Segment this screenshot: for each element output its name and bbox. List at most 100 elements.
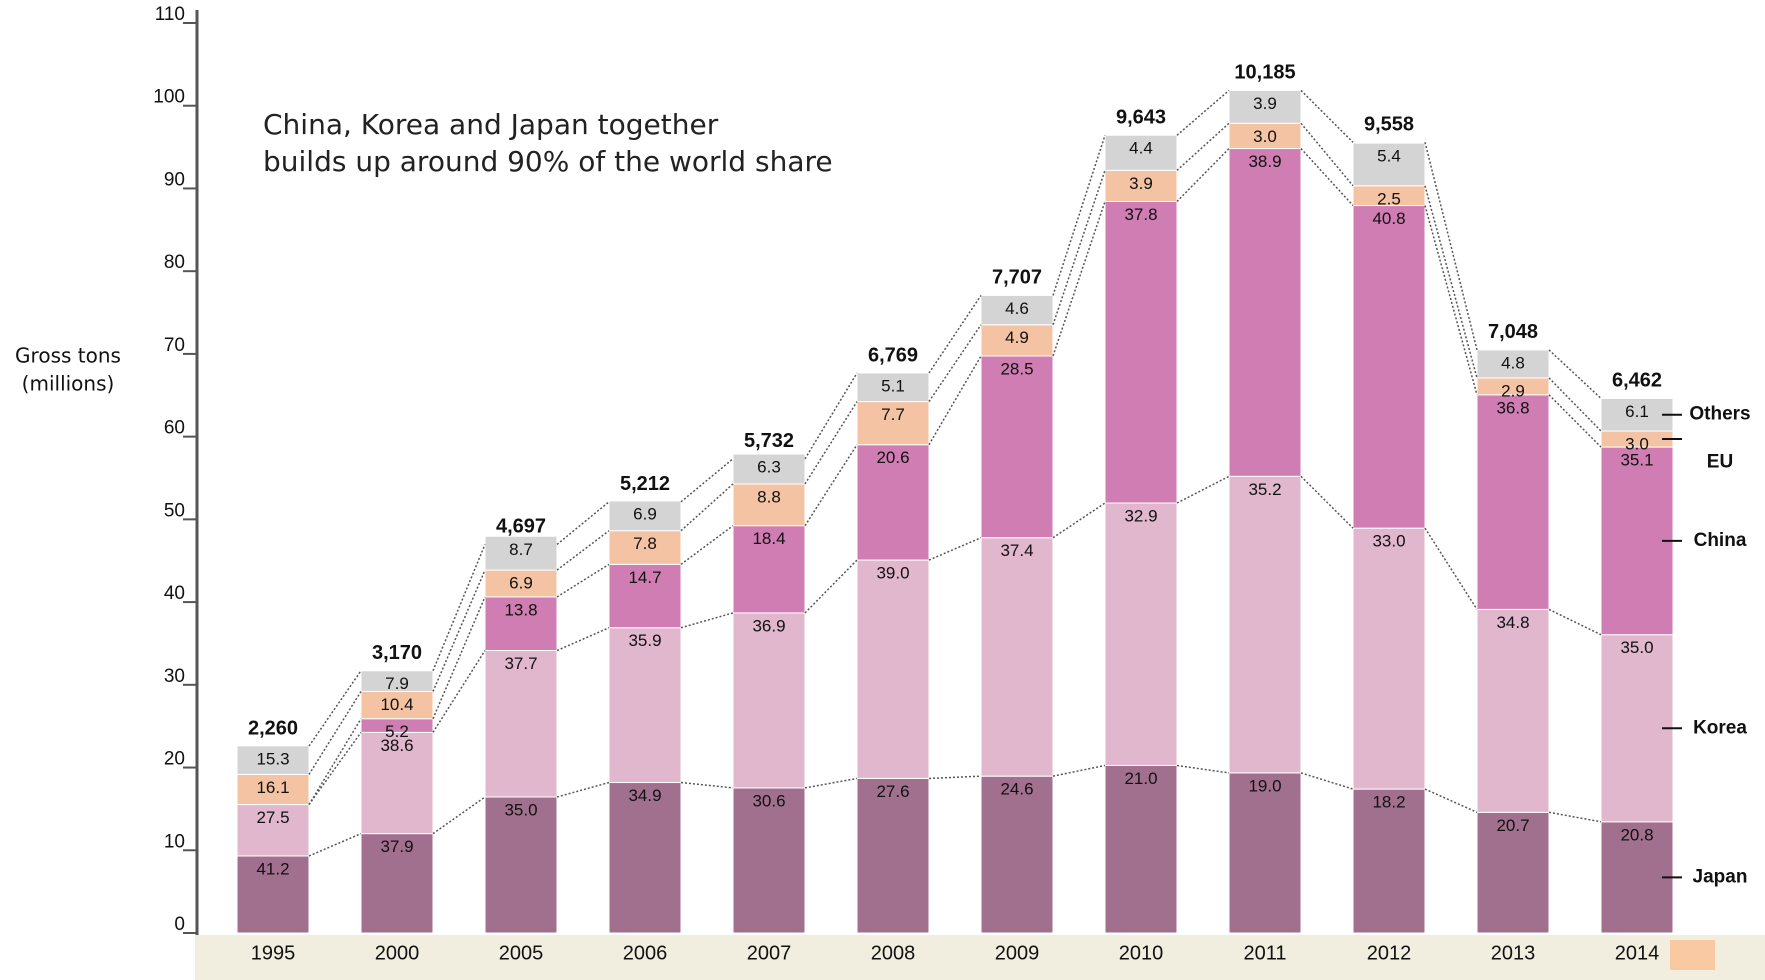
total-label: 10,185 (1234, 62, 1295, 84)
segment-label: 39.0 (876, 564, 909, 583)
y-tick-label: 110 (155, 4, 185, 25)
y-tick-label: 100 (153, 87, 185, 108)
segment-label: 38.9 (1248, 152, 1281, 171)
segment-label: 5.1 (881, 377, 905, 396)
segment-label: 37.4 (1000, 541, 1033, 560)
x-tick-label: 2014 (1615, 942, 1660, 964)
segment-label: 7.8 (633, 534, 657, 553)
segment-label: 27.5 (256, 808, 289, 827)
segment-label: 4.6 (1005, 299, 1029, 318)
total-label: 4,697 (496, 516, 546, 538)
bar-segment (1600, 821, 1674, 934)
connector (308, 670, 362, 747)
y-tick-label: 20 (164, 749, 185, 770)
connector (1300, 122, 1354, 187)
x-tick-label: 2005 (499, 942, 544, 964)
total-label: 7,048 (1488, 321, 1538, 343)
bar-segment (484, 535, 558, 571)
x-tick-label: 2009 (995, 942, 1040, 964)
connector (556, 627, 610, 652)
connector (1052, 135, 1106, 296)
segment-label: 15.3 (256, 749, 289, 768)
segment-label: 6.9 (509, 574, 533, 593)
segment-label: 14.7 (628, 568, 661, 587)
bar-segment (484, 650, 558, 798)
segment-label: 35.0 (1620, 638, 1653, 657)
segment-label: 3.0 (1253, 127, 1277, 146)
connector (556, 501, 610, 546)
total-label: 5,732 (744, 430, 794, 452)
connector (432, 544, 486, 672)
total-label: 2,260 (248, 717, 298, 739)
bar-segment (608, 563, 682, 629)
bar-segment (980, 294, 1054, 326)
segment-label: 5.2 (385, 722, 409, 741)
segment-label: 4.9 (1005, 328, 1029, 347)
connector (1300, 772, 1354, 790)
connector (1424, 142, 1478, 351)
x-tick-label: 2007 (747, 942, 792, 964)
legend-label: China (1694, 530, 1747, 551)
connector (1052, 764, 1106, 777)
bar-segment (236, 773, 310, 806)
connector (928, 537, 982, 561)
legend-label: Others (1689, 404, 1750, 425)
bar-segment (980, 355, 1054, 539)
connector (432, 796, 486, 835)
segment-label: 3.0 (1625, 435, 1649, 454)
connector (556, 781, 610, 798)
connector (1424, 185, 1478, 379)
segment-label: 7.7 (881, 405, 905, 424)
connector (308, 731, 362, 805)
segment-label: 6.1 (1625, 402, 1649, 421)
bar-segment (1352, 205, 1426, 529)
x-tick-label: 2006 (623, 942, 668, 964)
segment-label: 6.9 (633, 504, 657, 523)
connector (1548, 349, 1602, 399)
connector (1300, 475, 1354, 529)
connector (1176, 122, 1230, 171)
bar-segment (1228, 89, 1302, 124)
bar-segment (608, 530, 682, 565)
connector (308, 718, 362, 805)
segment-label: 21.0 (1124, 769, 1157, 788)
bar-segment (1476, 811, 1550, 934)
bar-segment (980, 324, 1054, 357)
y-axis-label: Gross tons (15, 344, 121, 368)
bar-segment (484, 596, 558, 652)
y-tick-label: 40 (164, 583, 185, 604)
segment-label: 41.2 (256, 859, 289, 878)
segment-label: 36.9 (752, 616, 785, 635)
connector (1424, 788, 1478, 813)
connector (1300, 89, 1354, 143)
segment-label: 30.6 (752, 791, 785, 810)
connector (1300, 148, 1354, 207)
connector (1548, 608, 1602, 636)
segment-label: 3.9 (1253, 94, 1277, 113)
y-axis-label: (millions) (22, 372, 115, 396)
segment-label: 37.7 (504, 654, 537, 673)
connector (1052, 502, 1106, 539)
segment-label: 35.1 (1620, 451, 1653, 470)
segment-label: 20.8 (1620, 825, 1653, 844)
connector (1176, 148, 1230, 202)
bar-segment (1104, 200, 1178, 504)
segment-label: 10.4 (380, 695, 413, 714)
segment-label: 35.2 (1248, 480, 1281, 499)
connector (1424, 527, 1478, 610)
bar-segment (1228, 772, 1302, 934)
segment-label: 16.1 (256, 778, 289, 797)
bar-segment (360, 670, 434, 692)
connector (1176, 89, 1230, 136)
segment-label: 3.9 (1129, 174, 1153, 193)
connector (680, 525, 734, 565)
total-label: 6,462 (1612, 370, 1662, 392)
bar-segment (484, 569, 558, 598)
legend-label: EU (1707, 452, 1733, 473)
connector (1548, 811, 1602, 823)
segment-label: 35.0 (504, 800, 537, 819)
swatch (1670, 940, 1715, 970)
bar-segment (1228, 122, 1302, 150)
segment-label: 5.4 (1377, 147, 1401, 166)
connector (680, 781, 734, 789)
